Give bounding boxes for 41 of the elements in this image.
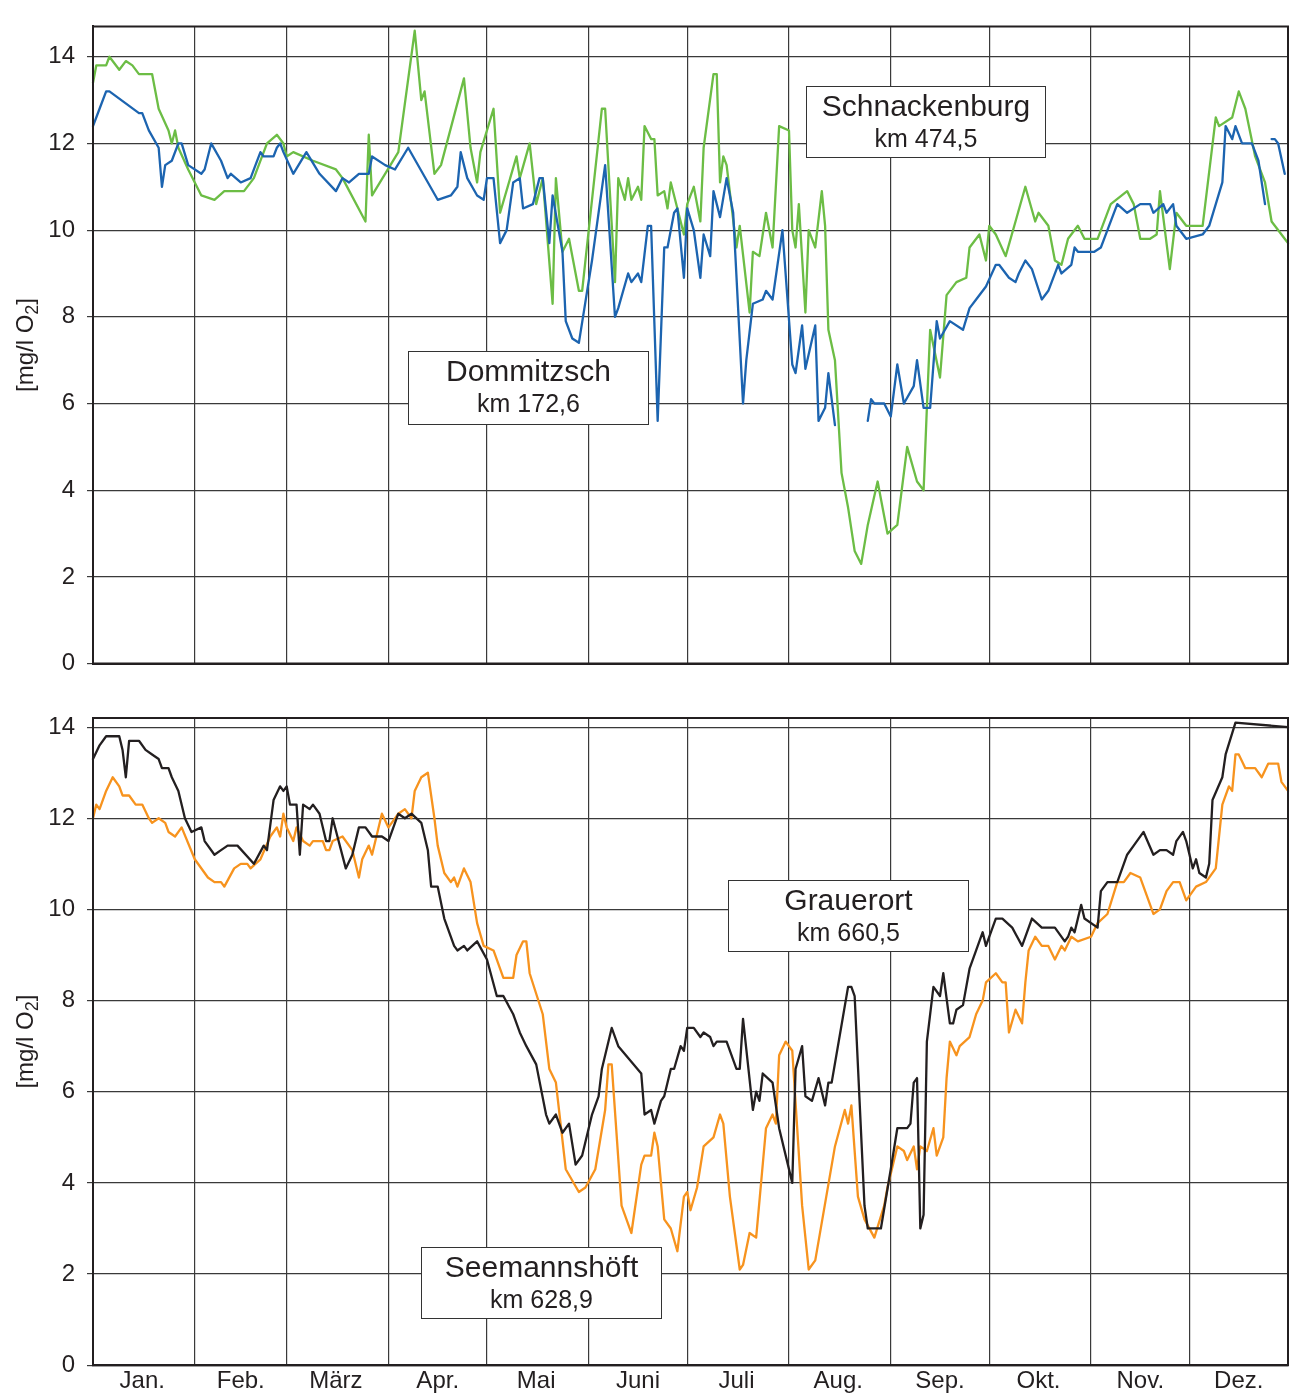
x-tick-label: Nov.	[1116, 1366, 1165, 1394]
series-label: Dommitzsch	[445, 354, 612, 388]
label-box: Seemannshöft km 628,9	[421, 1247, 662, 1319]
y-tick-label: 10	[48, 214, 75, 242]
annotation: km 660,5	[796, 917, 901, 947]
x-tick-label: Juni	[615, 1366, 660, 1394]
x-tick-label: Aug.	[813, 1366, 863, 1394]
series-label: Seemannshöft	[443, 1250, 640, 1284]
x-tick-label: Feb.	[216, 1366, 265, 1394]
y-tick-label: 10	[48, 894, 75, 922]
x-tick-label: Sep.	[915, 1366, 965, 1394]
annotation: km 628,9	[489, 1284, 594, 1314]
x-tick-label: Apr.	[416, 1366, 460, 1394]
label-box: Grauerort km 660,5	[728, 880, 969, 952]
y-tick-label: 6	[61, 1076, 75, 1104]
y-tick-label: 6	[61, 388, 75, 416]
x-tick-label: Okt.	[1016, 1366, 1061, 1394]
y-tick-label: 4	[61, 1167, 75, 1195]
y-tick-label: 14	[48, 41, 75, 69]
y-tick-label: 2	[61, 1258, 75, 1286]
annotation: km 172,6	[476, 388, 581, 418]
y-tick-label: 14	[48, 711, 75, 739]
y-tick-label: 2	[61, 561, 75, 589]
label-box: Schnackenburg km 474,5	[806, 86, 1046, 158]
x-tick-label: Juli	[718, 1366, 755, 1394]
y-tick-label: 8	[61, 301, 75, 329]
label-box: Dommitzsch km 172,6	[408, 351, 649, 425]
y-axis-title: [mg/l O2]	[10, 297, 42, 393]
x-tick-label: März	[309, 1366, 363, 1394]
y-tick-label: 0	[61, 1349, 75, 1377]
series-label: Schnackenburg	[820, 89, 1032, 123]
annotation: km 474,5	[873, 123, 979, 153]
x-tick-label: Mai	[516, 1366, 556, 1394]
y-axis-title: [mg/l O2]	[10, 994, 42, 1089]
y-tick-label: 4	[61, 474, 75, 502]
x-tick-label: Jan.	[119, 1366, 165, 1394]
y-tick-label: 0	[61, 648, 75, 676]
y-tick-label: 8	[61, 985, 75, 1013]
y-tick-label: 12	[48, 802, 75, 830]
x-tick-label: Dez.	[1214, 1366, 1264, 1394]
y-tick-label: 12	[48, 128, 75, 156]
